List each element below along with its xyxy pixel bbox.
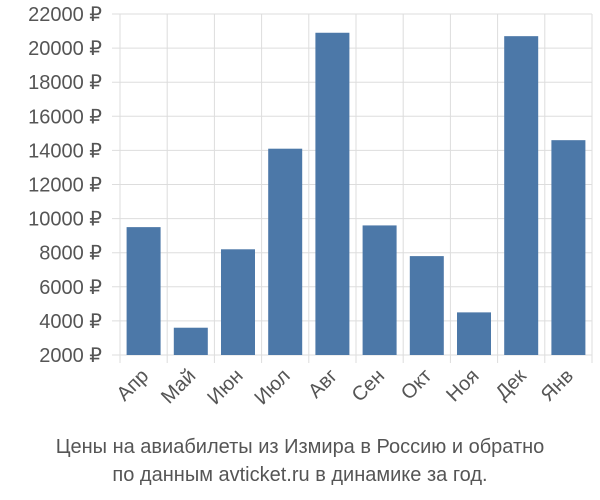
- x-tick-label: Июл: [250, 365, 294, 409]
- y-tick-label: 12000 ₽: [28, 175, 102, 197]
- bar-6: [409, 256, 444, 355]
- bar-5: [362, 225, 397, 355]
- y-tick-label: 4000 ₽: [39, 311, 102, 333]
- x-tick-label: Сен: [348, 365, 389, 406]
- x-tick-label: Авг: [304, 365, 342, 403]
- x-tick-label: Май: [157, 365, 200, 408]
- bar-1: [173, 327, 208, 355]
- bar-0: [126, 227, 161, 355]
- bar-8: [504, 36, 539, 355]
- y-tick-label: 22000 ₽: [28, 4, 102, 26]
- y-tick-label: 10000 ₽: [28, 209, 102, 231]
- x-tick-label: Ноя: [442, 365, 483, 406]
- x-tick-label: Дек: [492, 365, 531, 404]
- y-tick-label: 18000 ₽: [28, 72, 102, 94]
- y-tick-label: 2000 ₽: [39, 345, 102, 367]
- x-tick-label: Апр: [113, 365, 154, 406]
- bar-3: [268, 148, 303, 355]
- y-tick-label: 6000 ₽: [39, 277, 102, 299]
- bar-2: [221, 249, 255, 355]
- x-tick-label: Окт: [397, 365, 436, 404]
- x-tick-label: Янв: [537, 365, 578, 406]
- bar-7: [457, 312, 491, 355]
- bar-chart: 2000 ₽ 4000 ₽ 6000 ₽ 8000 ₽ 10000 ₽ 12000 ₽ 14…: [28, 4, 593, 409]
- bar-4: [315, 32, 350, 355]
- bar-9: [551, 140, 586, 355]
- x-tick-label: Июн: [203, 365, 247, 409]
- y-tick-label: 8000 ₽: [39, 243, 102, 265]
- y-tick-label: 20000 ₽: [28, 38, 102, 60]
- chart-caption-line-2: по данным avticket.ru в динамике за год.: [112, 464, 488, 486]
- y-tick-label: 16000 ₽: [28, 106, 102, 128]
- y-tick-label: 14000 ₽: [28, 140, 102, 162]
- chart-caption-line-1: Цены на авиабилеты из Измира в Россию и …: [55, 436, 545, 458]
